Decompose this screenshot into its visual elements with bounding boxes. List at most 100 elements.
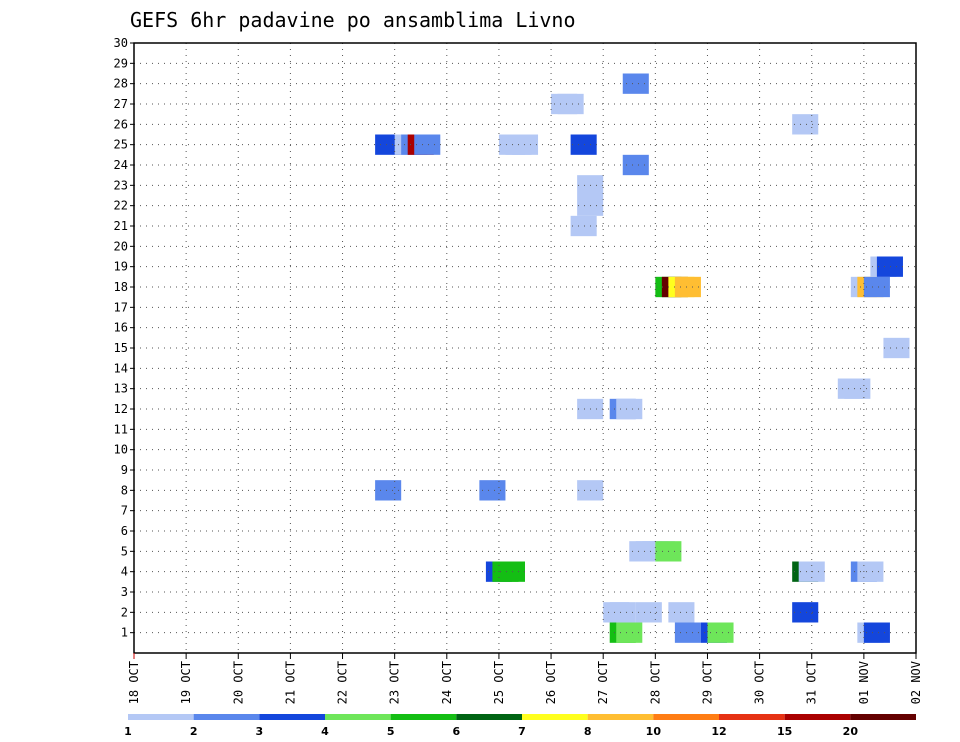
colorbar-segment	[522, 714, 588, 720]
precip-cell	[668, 602, 695, 623]
colorbar-segment	[193, 714, 260, 720]
y-tick-label: 9	[121, 463, 128, 477]
y-tick-label: 30	[114, 36, 128, 50]
precip-cell	[375, 480, 402, 501]
y-tick-label: 19	[114, 260, 128, 274]
x-tick-label: 27 OCT	[596, 661, 610, 704]
colorbar-label: 8	[584, 725, 592, 738]
x-tick-label: 28 OCT	[648, 661, 662, 704]
colorbar-label: 2	[190, 725, 198, 738]
colorbar-segment	[259, 714, 325, 720]
y-tick-label: 25	[114, 138, 128, 152]
x-tick-label: 01 NOV	[857, 661, 871, 704]
colorbar-label: 6	[453, 725, 461, 738]
precip-cell	[863, 622, 890, 643]
y-tick-label: 8	[121, 483, 128, 497]
x-tick-label: 26 OCT	[544, 661, 558, 704]
y-tick-label: 4	[121, 565, 128, 579]
x-tick-label: 24 OCT	[440, 661, 454, 704]
y-tick-label: 10	[114, 443, 128, 457]
y-tick-label: 1	[121, 626, 128, 640]
y-tick-label: 18	[114, 280, 128, 294]
y-tick-label: 24	[114, 158, 128, 172]
y-tick-label: 3	[121, 585, 128, 599]
precip-cell	[707, 622, 734, 643]
x-axis: 18 OCT 19 OCT 20 OCT 21 OCT 22 OCT 23 OCT 24 O…	[127, 653, 923, 704]
y-tick-label: 22	[114, 199, 128, 213]
precip-cell	[674, 622, 701, 643]
precip-cell	[622, 73, 649, 94]
x-tick-label: 29 OCT	[700, 661, 714, 704]
y-tick-label: 13	[114, 382, 128, 396]
colorbar-segment	[653, 714, 719, 720]
x-tick-label: 23 OCT	[388, 661, 402, 704]
colorbar-label: 10	[646, 725, 662, 738]
y-tick-label: 21	[114, 219, 128, 233]
y-tick-label: 23	[114, 178, 128, 192]
y-tick-label: 20	[114, 239, 128, 253]
x-tick-label: 18 OCT	[127, 661, 141, 704]
precip-cell	[674, 276, 701, 298]
precip-cell	[498, 561, 525, 582]
x-tick-label: 30 OCT	[753, 661, 767, 704]
precip-cell	[863, 276, 890, 298]
precip-cell	[570, 215, 597, 237]
colorbar-segment	[325, 714, 391, 720]
precip-cell	[570, 134, 597, 155]
colorbar-label: 15	[777, 725, 792, 738]
colorbar-label: 4	[321, 725, 329, 738]
x-tick-label: 22 OCT	[336, 661, 350, 704]
colorbar-label: 5	[387, 725, 395, 738]
colorbar-segment	[784, 714, 851, 720]
y-tick-label: 27	[114, 97, 128, 111]
colorbar-segment	[456, 714, 522, 720]
chart-title: GEFS 6hr padavine po ansamblima Livno	[130, 8, 576, 32]
colorbar-segment	[719, 714, 785, 720]
precipitation-cells	[375, 73, 910, 643]
x-tick-label: 20 OCT	[231, 661, 245, 704]
precip-cell	[616, 622, 643, 643]
colorbar-legend: 1 2 3 4 5 6 7 8 10 12 15 20	[124, 714, 916, 738]
y-tick-label: 17	[114, 300, 128, 314]
y-tick-label: 6	[121, 524, 128, 538]
y-tick-label: 12	[114, 402, 128, 416]
colorbar-label: 3	[256, 725, 264, 738]
x-tick-label: 25 OCT	[492, 661, 506, 704]
precip-cell	[635, 602, 662, 623]
y-tick-label: 15	[114, 341, 128, 355]
precip-cell	[844, 378, 871, 399]
precip-cell	[792, 114, 819, 135]
precip-cell	[414, 134, 441, 155]
y-axis: 1234567891011121314151617181920212223242…	[114, 36, 134, 640]
x-tick-label: 02 NOV	[909, 661, 923, 704]
x-tick-label: 31 OCT	[805, 661, 819, 704]
colorbar-segment	[128, 714, 194, 720]
precip-cell	[479, 480, 506, 501]
y-tick-label: 28	[114, 77, 128, 91]
precip-cell	[557, 93, 584, 115]
y-tick-label: 16	[114, 321, 128, 335]
precip-cell	[792, 602, 819, 623]
precip-cell	[857, 561, 884, 582]
precip-cell	[876, 256, 903, 277]
colorbar-segment	[850, 714, 916, 720]
precip-cell	[616, 398, 643, 420]
x-tick-label: 19 OCT	[179, 661, 193, 704]
y-tick-label: 2	[121, 605, 128, 619]
y-tick-label: 14	[114, 361, 128, 375]
y-tick-label: 11	[114, 422, 128, 436]
colorbar-label: 1	[124, 725, 132, 738]
colorbar-label: 7	[518, 725, 526, 738]
colorbar-segment	[587, 714, 654, 720]
x-tick-label: 21 OCT	[283, 661, 297, 704]
colorbar-label: 20	[843, 725, 859, 738]
y-tick-label: 5	[121, 544, 128, 558]
precip-cell	[511, 134, 539, 155]
y-tick-label: 7	[121, 504, 128, 518]
colorbar-segment	[390, 714, 457, 720]
grid-lines	[134, 43, 916, 653]
precip-cell	[622, 154, 649, 176]
colorbar-label: 12	[711, 725, 726, 738]
y-tick-label: 26	[114, 117, 128, 131]
